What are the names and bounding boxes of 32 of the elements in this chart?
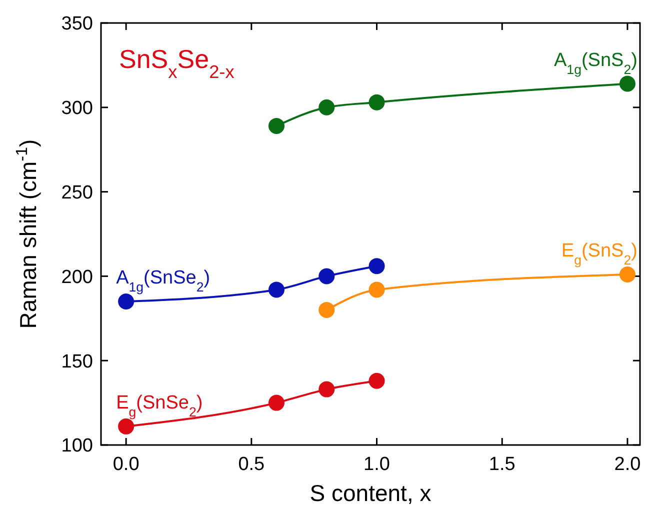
y-tick-label: 350 [61,14,93,35]
point [318,99,335,116]
x-tick-label: 0.5 [238,454,265,475]
x-tick-label: 1.5 [488,454,516,475]
point [318,268,335,284]
x-tick-label: 2.0 [614,454,641,475]
series-label: E$_{g}$(SnSe$_{2}$) [116,392,203,419]
point [318,381,335,398]
point [268,282,284,298]
x-axis-title: S content, x [310,480,432,506]
y-tick-label: 100 [61,436,93,457]
y-tick-label: 300 [61,98,93,120]
point [368,372,385,389]
series-label: A$_{1g}$(SnS$_{2}$) [554,50,638,76]
point [268,394,284,411]
annotation: SnS$_{x}$Se$_{2-x}$ [119,44,234,82]
x-tick-label: 1.0 [364,454,390,475]
point [368,282,385,298]
point [368,94,385,110]
point [318,302,335,318]
y-tick-label: 150 [61,351,93,372]
series-label: E$_{g}$(SnS$_{2}$) [561,240,638,268]
y-tick-label: 250 [61,182,93,204]
y-tick-label: 200 [61,266,93,288]
series-label: A$_{1g}$(SnSe$_{2}$) [116,268,210,294]
point [268,118,284,134]
point [118,418,134,434]
point [118,294,134,310]
point [368,258,385,274]
point [619,266,636,283]
x-tick-label: 0.0 [112,454,140,475]
point [619,76,636,92]
